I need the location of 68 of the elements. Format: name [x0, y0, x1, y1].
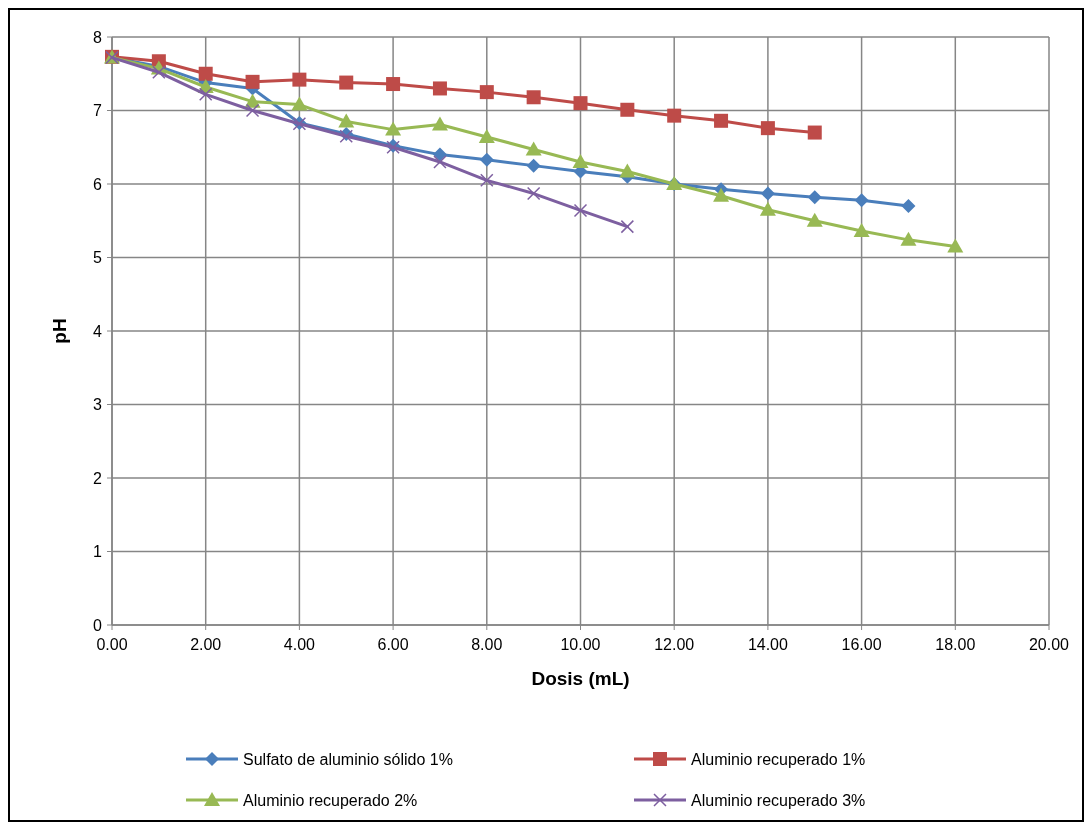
y-tick-label: 4: [93, 322, 103, 340]
point: [713, 187, 730, 202]
point: [573, 203, 588, 218]
point: [760, 186, 775, 201]
x-tick-label: 8.00: [471, 636, 503, 653]
point: [526, 186, 541, 201]
x-tick-label: 12.00: [654, 636, 695, 653]
x-tick-label: 2.00: [190, 636, 222, 653]
point: [667, 108, 682, 123]
y-tick-label: 7: [93, 102, 103, 120]
point: [386, 77, 401, 92]
point: [292, 72, 307, 87]
point: [526, 158, 541, 173]
point: [807, 190, 822, 205]
point: [760, 121, 775, 136]
y-tick-label: 3: [93, 396, 103, 414]
x-tick-label: 14.00: [747, 636, 789, 653]
point: [479, 152, 494, 167]
point: [759, 201, 776, 216]
point: [853, 223, 870, 238]
point: [198, 66, 213, 81]
point: [572, 153, 589, 168]
point: [245, 74, 260, 89]
x-tick-label: 20.00: [1028, 636, 1070, 653]
y-tick-label: 1: [93, 543, 103, 561]
y-tick-label: 5: [93, 249, 103, 267]
point: [714, 113, 729, 128]
point: [854, 193, 869, 208]
legend-label: Sulfato de aluminio sólido 1%: [243, 750, 453, 768]
x-tick-label: 18.00: [935, 636, 976, 653]
point: [901, 199, 916, 214]
legend-label: Aluminio recuperado 1%: [691, 750, 866, 768]
x-tick-label: 4.00: [283, 636, 316, 653]
point: [245, 103, 260, 118]
point: [385, 121, 402, 136]
x-tick-label: 6.00: [377, 636, 409, 653]
x-axis-title: Dosis (mL): [531, 668, 630, 689]
point: [291, 96, 308, 111]
point: [339, 75, 354, 90]
legend-label: Aluminio recuperado 3%: [691, 791, 866, 809]
point: [806, 212, 823, 227]
x-tick-label: 16.00: [841, 636, 882, 653]
point: [198, 87, 213, 102]
point: [338, 113, 355, 128]
point: [900, 231, 917, 246]
point: [947, 238, 964, 253]
point: [431, 116, 448, 131]
y-tick-label: 0: [93, 616, 103, 634]
y-axis-title: pH: [49, 318, 70, 344]
y-tick-label: 2: [93, 469, 103, 487]
point: [478, 128, 495, 143]
point: [619, 163, 636, 178]
point: [432, 81, 447, 96]
point: [620, 219, 635, 234]
legend-label: Aluminio recuperado 2%: [243, 791, 418, 809]
point: [525, 141, 542, 156]
point: [807, 125, 822, 140]
y-tick-label: 8: [93, 28, 103, 46]
x-tick-label: 10.00: [560, 636, 601, 653]
point: [433, 155, 447, 169]
x-tick-label: 0.00: [96, 636, 128, 653]
point: [620, 102, 635, 117]
point: [479, 85, 494, 100]
point: [152, 65, 166, 80]
point: [573, 96, 588, 111]
point: [480, 173, 494, 188]
y-tick-label: 6: [93, 175, 103, 193]
point: [526, 90, 541, 105]
